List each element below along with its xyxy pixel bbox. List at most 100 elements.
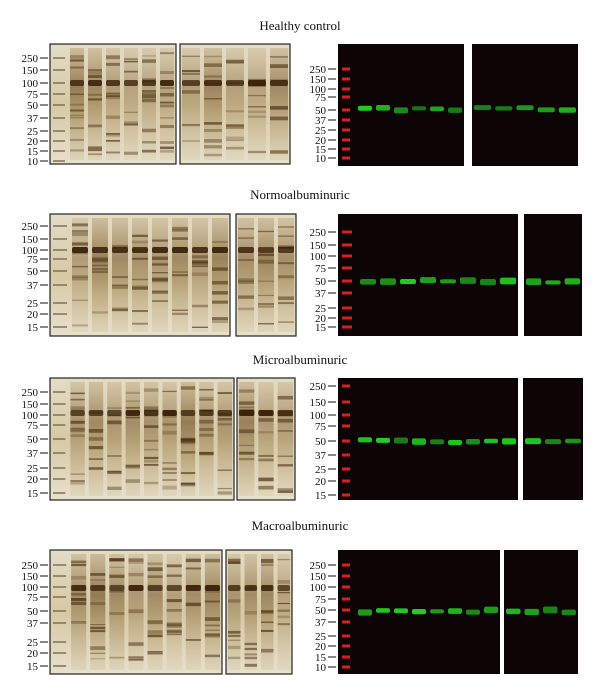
protein-band: [132, 234, 148, 238]
protein-band: [147, 652, 163, 655]
protein-band: [212, 267, 228, 271]
green-band: [561, 609, 576, 616]
protein-band: [277, 591, 290, 594]
silver-marker-label: 100: [22, 582, 39, 594]
protein-band: [278, 302, 294, 305]
protein-band: [182, 123, 200, 127]
protein-band: [270, 106, 288, 110]
protein-band: [144, 448, 159, 451]
protein-band: [160, 101, 174, 104]
protein-band: [244, 656, 257, 660]
protein-band: [125, 464, 140, 467]
panel-1: 2501501007550372520152501501007550372520…: [22, 213, 582, 337]
albumin-band: [239, 410, 255, 416]
western-marker-label: 20: [315, 476, 327, 488]
protein-band: [258, 418, 274, 422]
albumin-band: [166, 585, 182, 591]
protein-band: [238, 237, 254, 240]
protein-band: [226, 125, 244, 129]
protein-band: [90, 646, 106, 651]
green-band: [506, 608, 521, 615]
protein-band: [204, 145, 222, 149]
protein-band: [228, 645, 241, 650]
protein-band: [152, 292, 168, 294]
green-band: [430, 439, 444, 445]
protein-band: [109, 566, 125, 568]
protein-band: [238, 259, 254, 261]
protein-band: [106, 151, 120, 154]
ladder-band: [53, 117, 65, 119]
western-marker-label: 150: [310, 397, 327, 409]
protein-band: [109, 612, 125, 615]
protein-band: [172, 226, 188, 230]
ladder-band: [53, 130, 65, 132]
protein-band: [204, 558, 220, 563]
protein-band: [244, 653, 257, 656]
albumin-band: [109, 585, 125, 591]
protein-band: [70, 59, 84, 62]
protein-band: [124, 58, 138, 61]
protein-band: [244, 610, 257, 615]
western-marker-label: 75: [315, 263, 327, 275]
western-marker-label: 50: [315, 436, 327, 448]
protein-band: [182, 140, 200, 142]
protein-band: [204, 63, 222, 67]
green-band: [440, 279, 456, 284]
western-marker-label: 75: [315, 421, 327, 433]
albumin-band: [278, 247, 294, 253]
albumin-band: [244, 585, 257, 591]
silver-marker-label: 15: [27, 146, 39, 158]
protein-band: [239, 401, 255, 404]
ladder-band: [53, 150, 65, 152]
protein-band: [192, 255, 208, 259]
protein-band: [166, 624, 182, 628]
albumin-band: [88, 410, 104, 416]
silver-marker-label: 75: [27, 254, 39, 266]
protein-band: [124, 151, 138, 155]
ladder-band-red: [342, 108, 350, 112]
ladder-band: [53, 610, 67, 612]
albumin-band: [277, 410, 293, 416]
protein-band: [160, 52, 174, 55]
protein-band: [106, 62, 120, 66]
protein-band: [72, 242, 88, 246]
green-band: [484, 606, 498, 614]
protein-band: [70, 127, 84, 130]
green-band: [537, 107, 555, 113]
western-marker-label: 20: [315, 313, 327, 325]
western-marker-label: 20: [315, 641, 327, 653]
sample-lane: [228, 554, 241, 670]
ladder-band: [53, 403, 66, 405]
ladder-band-red: [342, 128, 350, 132]
ladder-band: [53, 104, 65, 106]
protein-band: [92, 257, 108, 262]
silver-marker-label: 75: [27, 89, 39, 101]
green-band: [412, 106, 426, 111]
albumin-band: [106, 80, 120, 86]
protein-band: [204, 624, 220, 627]
sample-lane: [88, 48, 102, 160]
protein-band: [71, 598, 87, 602]
albumin-band: [160, 80, 174, 86]
protein-band: [238, 280, 254, 284]
protein-band: [90, 652, 106, 654]
protein-band: [278, 262, 294, 265]
western-marker-label: 250: [310, 64, 327, 76]
protein-band: [228, 599, 241, 603]
silver-marker-label: 20: [27, 309, 39, 321]
ladder-band-red: [342, 644, 350, 648]
albumin-band: [70, 80, 84, 86]
protein-band: [147, 630, 163, 634]
protein-band: [238, 295, 254, 299]
western-marker-label: 250: [310, 381, 327, 393]
albumin-band: [132, 247, 148, 253]
protein-band: [162, 423, 177, 426]
protein-band: [70, 406, 85, 411]
western-blot-block: [338, 44, 464, 166]
protein-band: [248, 115, 266, 118]
protein-band: [88, 98, 102, 101]
protein-band: [144, 456, 159, 460]
ladder-band: [53, 313, 67, 315]
albumin-band: [90, 585, 106, 591]
